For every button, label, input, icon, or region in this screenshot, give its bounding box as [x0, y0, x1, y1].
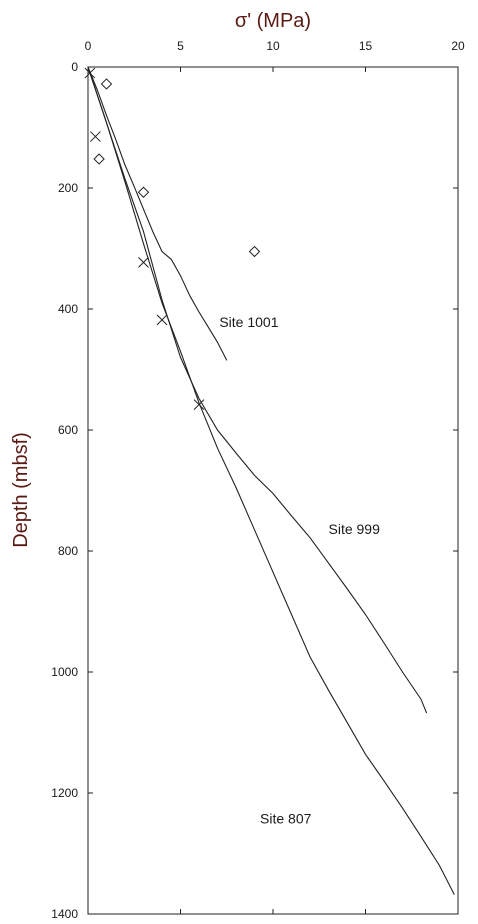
- y-tick-label: 200: [58, 181, 78, 195]
- y-tick-label: 800: [58, 544, 78, 558]
- x-tick-label: 10: [266, 39, 280, 53]
- x-tick-label: 20: [451, 39, 465, 53]
- diamond-marker-point: [100, 78, 113, 90]
- series-label: Site 999: [329, 521, 381, 537]
- diamond-marker-point: [93, 153, 105, 165]
- series-line-1: [87, 66, 428, 714]
- x-tick-label: 0: [85, 39, 92, 53]
- y-tick-label: 1000: [51, 665, 78, 679]
- axis-ticks: [87, 66, 459, 915]
- series-line-2: [87, 66, 455, 895]
- series-layer: [84, 66, 455, 895]
- y-axis-title: Depth (mbsf): [10, 432, 32, 548]
- y-tick-label: 400: [58, 302, 78, 316]
- x-tick-label: 15: [359, 39, 373, 53]
- x-marker-point: [156, 314, 168, 326]
- series-label: Site 807: [260, 810, 312, 826]
- x-marker-point: [84, 67, 96, 79]
- x-tick-label: 5: [177, 39, 184, 53]
- x-marker-point: [138, 257, 149, 268]
- y-tick-label: 0: [71, 60, 78, 74]
- diamond-marker-point: [248, 245, 261, 258]
- y-tick-label: 600: [58, 423, 78, 437]
- x-marker-point: [193, 399, 205, 410]
- plot-frame: [87, 66, 459, 915]
- series-label: Site 1001: [219, 314, 278, 330]
- x-marker-point: [90, 131, 101, 142]
- series-line-0: [87, 66, 228, 361]
- y-tick-label: 1400: [51, 907, 78, 921]
- y-tick-label: 1200: [51, 786, 78, 800]
- annotation-layer: Site 1001 Site 999 Site 807: [219, 314, 380, 826]
- diamond-marker-point: [137, 186, 150, 198]
- x-axis-title: σ' (MPa): [235, 10, 311, 32]
